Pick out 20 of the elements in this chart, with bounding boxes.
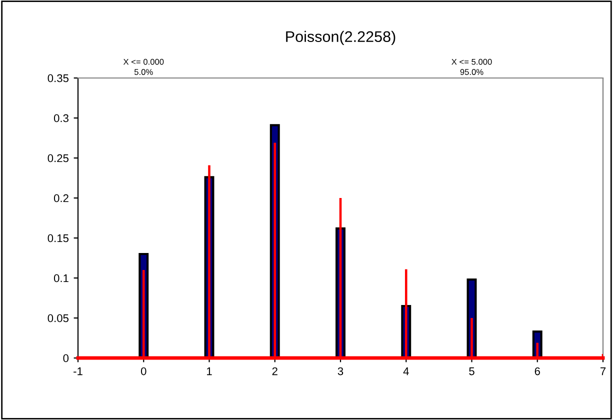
y-tick-label: 0.05: [48, 314, 69, 322]
y-tick-label: 0.1: [54, 274, 68, 282]
x-tick-label: 1: [207, 367, 212, 376]
x-tick-label: 2: [272, 367, 278, 376]
x-tick-label: 5: [469, 367, 474, 376]
chart-title: Poisson(2.2258): [286, 30, 396, 46]
x-tick-label: 0: [140, 367, 146, 376]
x-tick-label: -1: [74, 367, 82, 376]
x-tick-label: 6: [534, 367, 540, 376]
y-tick-label: 0.15: [48, 234, 69, 242]
y-tick-label: 0.25: [48, 154, 69, 162]
y-tick-label: 0.2: [54, 194, 68, 202]
y-tick-label: 0.35: [48, 74, 69, 82]
x-tick-label: 4: [403, 367, 409, 376]
y-tick-label: 0: [63, 354, 69, 362]
x-tick-label: 7: [600, 367, 606, 376]
text: X <= 5.000 95.0%: [452, 58, 492, 75]
y-tick-label: 0.3: [54, 114, 68, 122]
text: X <= 0.000 5.0%: [123, 58, 164, 75]
x-tick-label: 3: [338, 367, 344, 376]
